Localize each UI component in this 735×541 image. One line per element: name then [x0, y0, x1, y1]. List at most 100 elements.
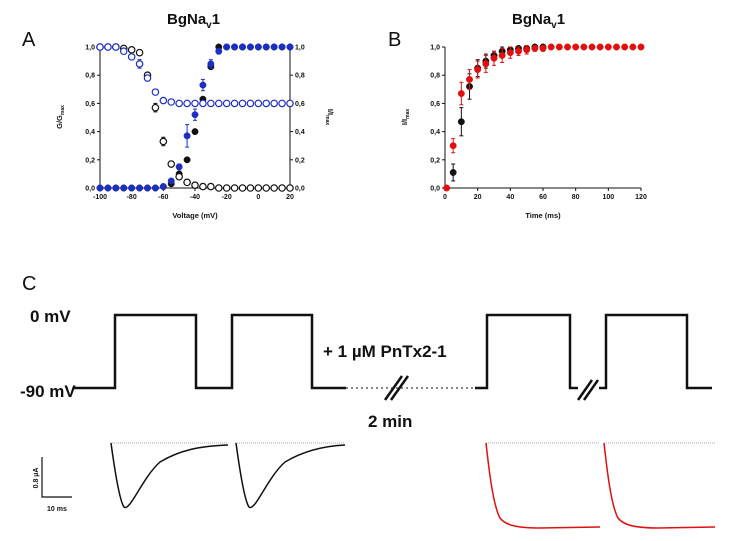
scale-bar: 0.8 µA 10 ms: [33, 457, 72, 513]
x-tick-label: -20: [222, 194, 232, 201]
data-point-series-1: [183, 132, 191, 140]
data-point-series-3: [143, 74, 152, 82]
x-tick-label: 80: [572, 194, 580, 201]
data-point-series-1: [515, 47, 522, 55]
panel-a-letter: A: [22, 29, 36, 51]
data-point-series-1: [191, 111, 199, 119]
data-point-series-1: [449, 142, 457, 150]
chart-b-xlabel: Time (ms): [525, 211, 561, 220]
data-point-series-3: [119, 47, 128, 56]
data-point-series-3: [222, 99, 231, 108]
data-point-series-1: [539, 44, 547, 52]
data-point-series-3: [104, 43, 112, 51]
chart-a-ylabel: G/Gmax: [55, 105, 66, 129]
scalebar-y-label: 0.8 µA: [33, 468, 40, 489]
data-point-series-1: [580, 43, 588, 51]
data-point-series-1: [564, 43, 571, 51]
data-point-series-3: [262, 99, 271, 108]
data-point-series-1: [262, 43, 270, 51]
break-mark-1: [383, 375, 410, 401]
data-point-series-1: [474, 66, 482, 74]
x-tick-label: -40: [190, 194, 200, 201]
y2-tick-label: 0,0: [295, 186, 305, 193]
data-point-series-2: [191, 181, 199, 189]
chart-b: 0 20 40 60 80 100 120 0,0 0,2 0,4 0,6 0,8 1,0 Time (…: [400, 43, 647, 220]
data-point-series-1: [531, 44, 539, 52]
data-point-series-2: [270, 184, 278, 192]
chart-a: -100 -80 -60 -40 -20 0 200,00,20,40,60,81,00,0…: [55, 43, 335, 220]
data-point-series-1: [96, 184, 104, 192]
y-tick-label: 0,6: [85, 101, 95, 108]
data-point-series-1: [223, 43, 231, 51]
data-point-series-1: [547, 43, 555, 51]
panel-c-letter: C: [22, 273, 36, 295]
panel-b-letter: B: [388, 29, 401, 51]
data-point-series-1: [466, 75, 473, 83]
data-point-series-2: [207, 182, 215, 191]
data-point-series-1: [523, 46, 531, 54]
x-tick-label: -100: [93, 194, 107, 201]
data-point-series-3: [278, 99, 286, 108]
data-point-series-1: [588, 43, 596, 51]
data-point-series-1: [629, 43, 637, 51]
current-trace-toxin-2: [603, 442, 716, 529]
data-point-series-2: [214, 184, 223, 192]
y-tick-label: 0,2: [85, 157, 95, 164]
data-point-series-1: [231, 43, 239, 51]
data-point-series-2: [159, 137, 168, 146]
data-point-series-1: [167, 177, 175, 185]
data-point-series-3: [214, 99, 223, 108]
data-point-series-1: [151, 184, 159, 192]
data-point-series-1: [613, 43, 620, 51]
y2-tick-label: 0,4: [295, 129, 305, 136]
data-point-series-2: [127, 46, 136, 54]
data-point-series-2: [278, 184, 286, 192]
x-tick-label: 0: [256, 194, 260, 201]
data-point-series-2: [222, 184, 231, 192]
data-point-series-1: [443, 184, 451, 192]
data-point-series-0: [183, 156, 191, 164]
current-trace-control-2: [235, 442, 346, 509]
y-tick-label: 0,2: [430, 157, 440, 164]
x-tick-label: 40: [506, 194, 514, 201]
data-point-series-3: [286, 99, 294, 108]
y2-tick-label: 0,6: [295, 101, 305, 108]
data-point-series-2: [175, 172, 183, 181]
data-point-series-3: [167, 98, 176, 106]
scalebar-x-label: 10 ms: [47, 506, 67, 513]
data-point-series-2: [230, 184, 239, 192]
data-point-series-3: [175, 99, 183, 108]
data-point-series-1: [278, 43, 286, 51]
break-mark-2: [576, 379, 600, 401]
data-point-series-1: [254, 43, 262, 51]
data-point-series-0: [191, 128, 199, 136]
data-point-series-3: [127, 53, 136, 61]
data-point-series-1: [199, 81, 207, 89]
y2-tick-label: 0,2: [295, 157, 305, 164]
data-point-series-2: [262, 184, 271, 192]
data-point-series-1: [498, 52, 506, 59]
data-point-series-1: [175, 163, 183, 171]
label-0mv: 0 mV: [30, 307, 71, 326]
data-point-series-0: [449, 169, 457, 176]
data-point-series-1: [128, 184, 136, 192]
data-point-series-3: [246, 99, 255, 108]
panel-a-title: BgNav1: [167, 11, 220, 31]
y-tick-label: 0,4: [430, 129, 440, 136]
data-point-series-2: [286, 184, 294, 192]
y-tick-label: 1,0: [85, 45, 95, 52]
data-point-series-2: [135, 48, 144, 57]
data-point-series-3: [238, 99, 247, 108]
data-point-series-3: [159, 96, 168, 105]
data-point-series-3: [199, 99, 207, 108]
data-point-series-1: [286, 43, 294, 51]
voltage-protocol: 0 mV -90 mV + 1 µM PnTx2-1 2 min: [20, 307, 712, 431]
x-tick-label: 120: [635, 194, 647, 201]
time-label: 2 min: [368, 412, 412, 431]
x-tick-label: 0: [443, 194, 447, 201]
data-point-series-3: [230, 99, 239, 108]
data-point-series-1: [144, 184, 151, 192]
y-tick-label: 0,8: [85, 73, 95, 80]
data-point-series-1: [159, 183, 167, 191]
data-point-series-2: [199, 182, 207, 191]
